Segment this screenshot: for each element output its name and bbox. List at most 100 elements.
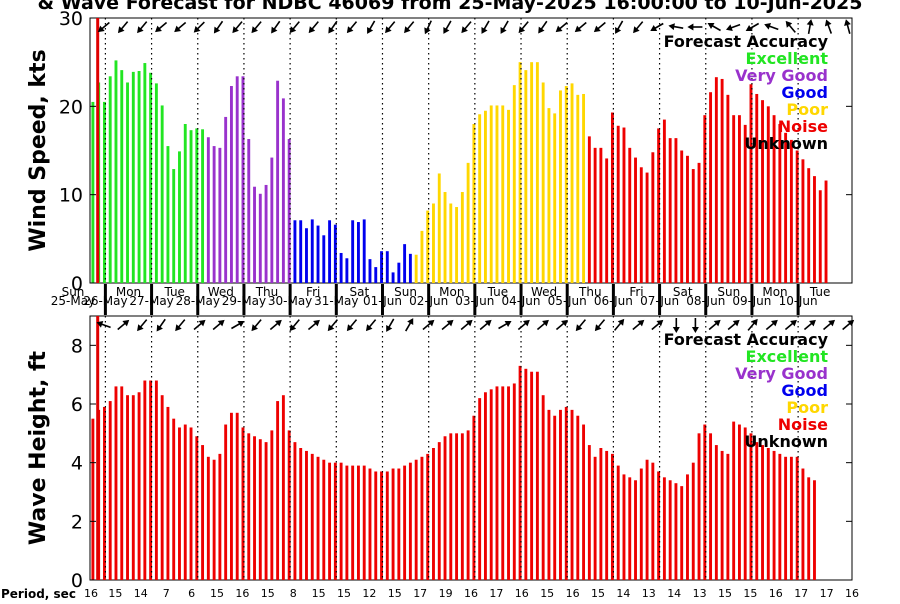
date-label: 27-May xyxy=(129,294,173,308)
period-value: 15 xyxy=(388,587,402,600)
direction-arrow xyxy=(650,22,664,32)
day-name-label: Tue xyxy=(163,285,185,299)
data-bar xyxy=(662,119,666,283)
data-bar xyxy=(333,462,337,580)
direction-arrow xyxy=(156,318,166,332)
direction-arrow xyxy=(500,20,509,34)
legend-item-very-good: Very Good xyxy=(735,364,828,383)
direction-arrow xyxy=(346,319,358,332)
data-bar xyxy=(605,158,609,283)
direction-arrow xyxy=(231,320,245,330)
day-name-label: Sun xyxy=(717,285,740,299)
data-bar xyxy=(432,448,435,580)
data-bar xyxy=(316,225,320,283)
data-bar xyxy=(316,456,320,580)
data-bar xyxy=(674,138,678,283)
data-bar xyxy=(126,82,129,283)
data-bar xyxy=(154,380,158,580)
data-bar xyxy=(293,442,297,580)
data-bar xyxy=(172,169,176,283)
data-bar xyxy=(691,169,695,283)
data-bar xyxy=(414,459,418,580)
data-bar xyxy=(622,127,626,283)
data-bar xyxy=(501,386,505,580)
data-bar xyxy=(483,110,487,283)
data-bar xyxy=(437,173,441,283)
data-bar xyxy=(120,70,124,284)
data-bar xyxy=(726,453,730,580)
data-bar xyxy=(437,442,441,580)
data-bar xyxy=(212,459,216,580)
data-bar xyxy=(351,220,355,283)
direction-arrow xyxy=(481,20,490,34)
data-bar xyxy=(593,147,597,283)
direction-arrow xyxy=(479,319,492,331)
data-bar xyxy=(530,371,534,580)
day-axis: Sun25-MayMon26-MayTue27-MayWed28-MayThu2… xyxy=(51,284,852,315)
data-bar xyxy=(749,433,753,580)
direction-arrow xyxy=(707,22,721,32)
direction-arrow xyxy=(97,21,110,33)
data-bar xyxy=(610,112,614,284)
direction-arrow xyxy=(615,20,624,34)
data-bar xyxy=(789,456,793,580)
data-bar xyxy=(784,456,788,580)
data-bar xyxy=(385,471,389,580)
data-bar xyxy=(120,386,124,580)
day-name-label: Mon xyxy=(439,285,464,299)
data-bar xyxy=(726,94,730,283)
direction-arrow xyxy=(784,319,797,331)
data-bar xyxy=(616,465,620,580)
data-bar xyxy=(455,207,459,283)
data-bar xyxy=(789,139,793,283)
direction-arrow xyxy=(213,20,224,34)
day-name-label: Mon xyxy=(762,285,787,299)
y-tick-label: 2 xyxy=(71,511,83,533)
direction-arrow xyxy=(365,319,377,332)
y-tick-label: 30 xyxy=(59,8,83,30)
direction-arrow xyxy=(803,319,816,331)
data-bar xyxy=(599,448,603,580)
day-axis-background xyxy=(90,284,852,315)
data-bar xyxy=(426,210,430,283)
data-bar xyxy=(686,155,689,283)
data-bar xyxy=(784,132,788,283)
data-bar xyxy=(403,465,407,580)
period-axis-label: Period, sec xyxy=(1,587,76,600)
legend-item-noise: Noise xyxy=(778,117,828,136)
direction-arrow xyxy=(212,319,225,331)
data-bar xyxy=(310,219,314,283)
period-value: 6 xyxy=(188,587,195,600)
day-name-label: Sun xyxy=(62,285,85,299)
data-bar xyxy=(408,462,412,580)
data-bar xyxy=(761,100,764,284)
direction-arrow xyxy=(405,318,414,332)
data-bar xyxy=(149,72,153,284)
data-bar xyxy=(524,368,528,580)
data-bar xyxy=(91,101,95,283)
period-value: 15 xyxy=(337,587,351,600)
data-bar xyxy=(108,401,112,580)
period-value: 17 xyxy=(794,587,808,600)
y-tick-label: 10 xyxy=(59,185,83,207)
day-name-label: Tue xyxy=(809,285,831,299)
data-bar xyxy=(564,86,568,284)
data-bar xyxy=(460,192,464,283)
data-bar xyxy=(305,228,308,283)
direction-arrow xyxy=(367,20,376,34)
data-bar xyxy=(507,109,510,284)
direction-arrow xyxy=(824,19,833,34)
period-value: 15 xyxy=(743,587,757,600)
data-bar xyxy=(189,130,193,283)
data-bar xyxy=(195,128,199,283)
direction-arrow xyxy=(269,319,282,331)
plot-frame xyxy=(89,17,853,284)
y-tick-label: 6 xyxy=(71,394,83,416)
data-bar xyxy=(195,436,199,580)
data-bar xyxy=(397,468,401,580)
data-bar xyxy=(460,433,464,580)
data-bar xyxy=(247,433,251,580)
data-bar xyxy=(166,406,170,580)
date-label: 02-Jun xyxy=(409,294,448,308)
data-bar xyxy=(605,450,609,580)
